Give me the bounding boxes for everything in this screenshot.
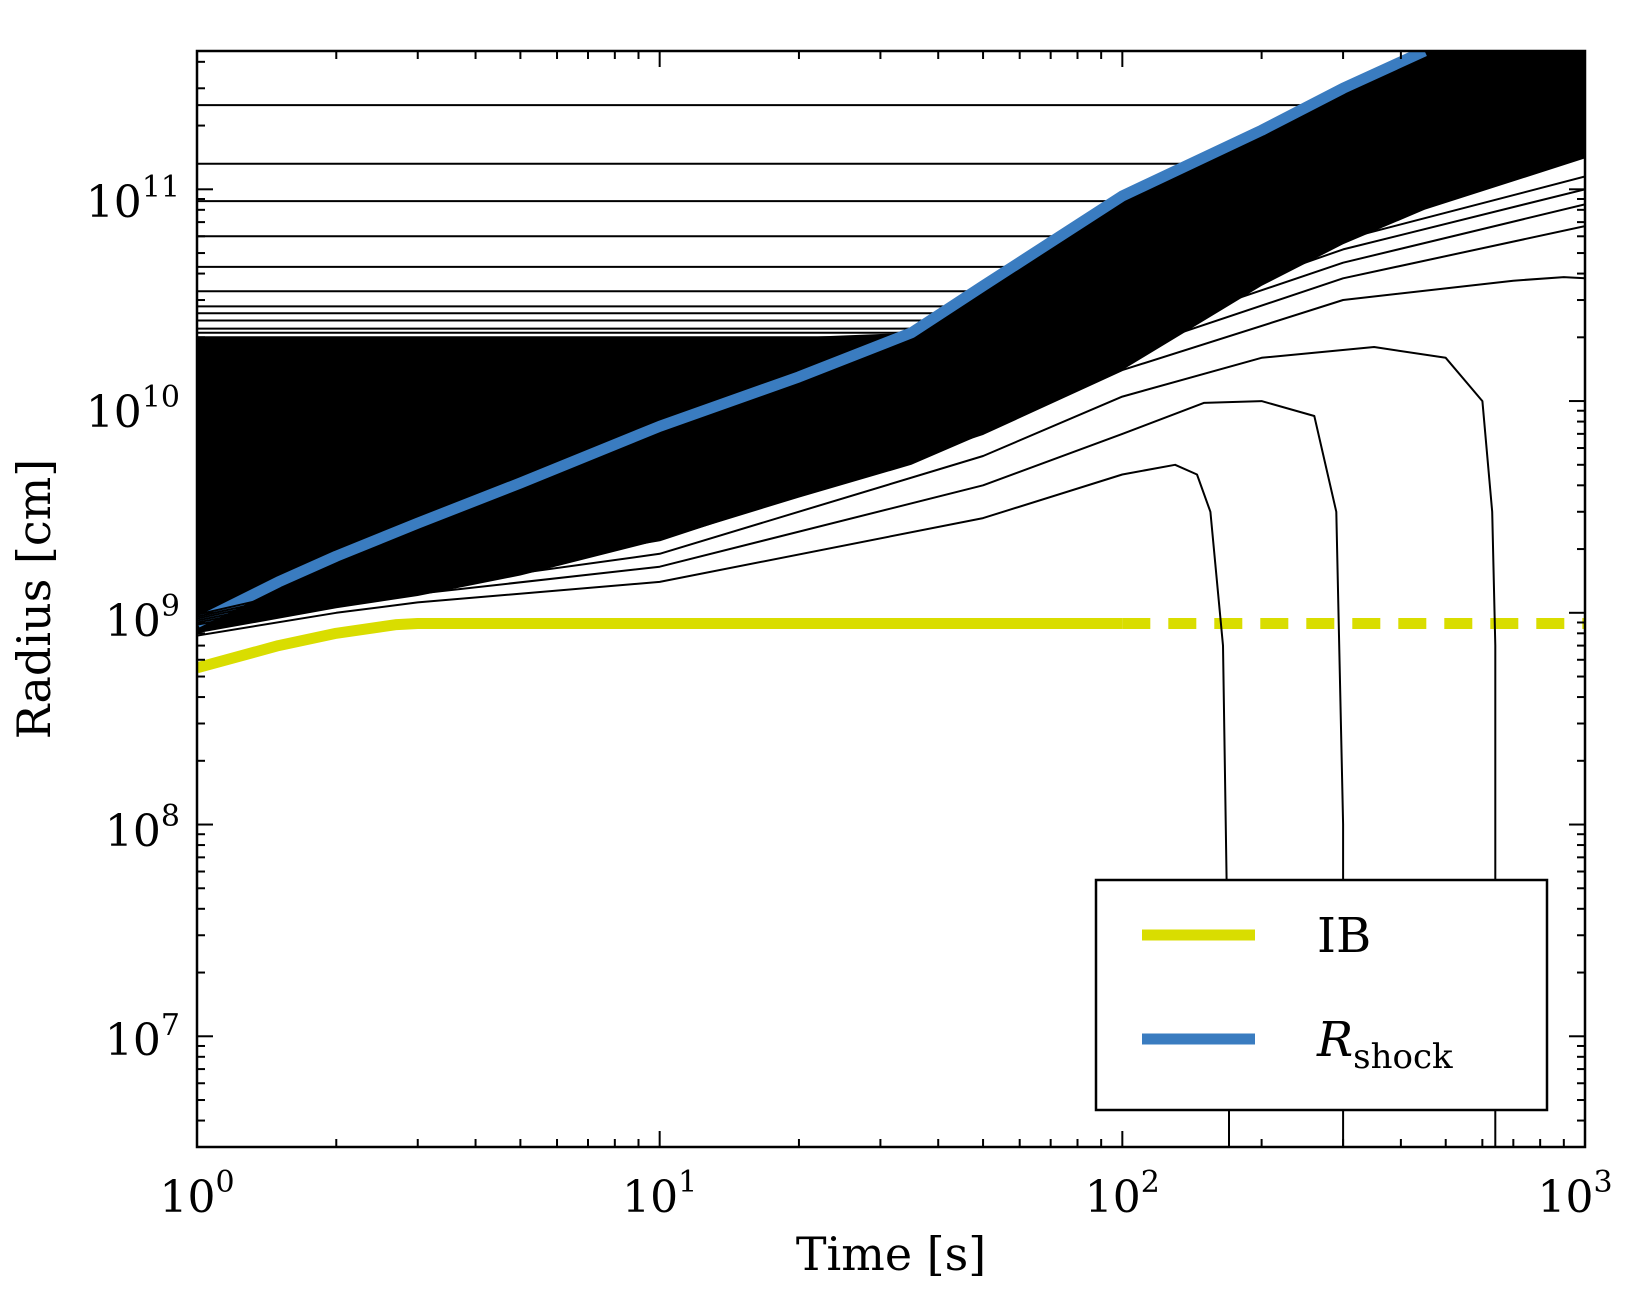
series-line-ib xyxy=(197,618,1123,674)
legend-frame xyxy=(1094,878,1549,1112)
y-tick-label-1e7: 107 xyxy=(105,1008,180,1066)
series-line-shell-expanding-2 xyxy=(197,225,1585,622)
plot-frame xyxy=(195,49,1587,1149)
series-line-shell-outer-bound xyxy=(197,276,1585,624)
plot-area xyxy=(197,51,1585,1147)
y-tick-label-1e8: 108 xyxy=(105,799,180,857)
y-tick-label-1e9: 109 xyxy=(105,589,180,647)
x-tick-label-1: 101 xyxy=(622,1165,697,1223)
y-tick-label-1e10: 1010 xyxy=(86,380,180,438)
y-axis-label: Radius [cm] xyxy=(7,459,61,739)
series-lines xyxy=(197,51,1585,1147)
legend: IB Rshock xyxy=(1094,878,1549,1112)
series-line-shell-fallback-2 xyxy=(197,400,1345,1147)
series-line-shell-expanding-3 xyxy=(197,203,1585,620)
series-line-shell-fallback-1 xyxy=(197,463,1230,1147)
x-axis-label: Time [s] xyxy=(796,1227,986,1281)
legend-label-ib: IB xyxy=(1317,908,1371,964)
x-tick-label-0: 100 xyxy=(159,1165,234,1223)
axis-ticks xyxy=(196,51,1586,1148)
x-tick-label-3: 103 xyxy=(1537,1165,1612,1223)
series-line-shell-expanding-4 xyxy=(197,188,1585,618)
series-line-shell-fallback-3 xyxy=(197,346,1497,1147)
outer-shell-lines xyxy=(197,104,1311,339)
series-line-r-shock xyxy=(197,51,1427,628)
x-tick-label-2: 102 xyxy=(1085,1165,1160,1223)
series-line-shell-expanding-5 xyxy=(197,175,1585,616)
legend-label-shock: Rshock xyxy=(1316,1012,1453,1077)
y-tick-label-1e11: 1011 xyxy=(86,170,180,228)
